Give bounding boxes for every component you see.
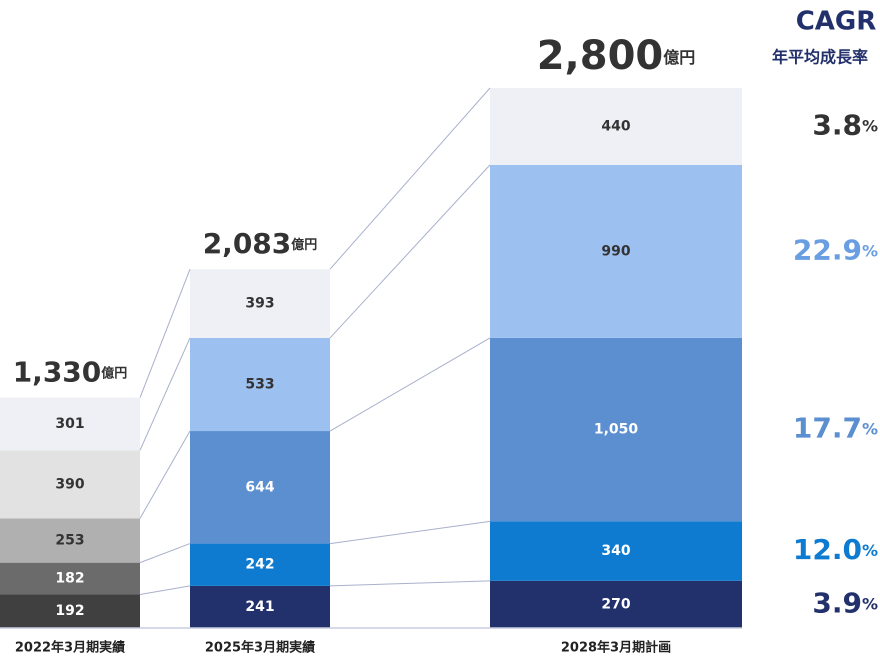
connector: [329, 580, 491, 587]
cagr-unit: %: [862, 541, 878, 560]
cagr-unit: %: [862, 241, 878, 260]
x-tick-label: 2028年3月期計画: [561, 640, 671, 656]
connector: [329, 164, 491, 339]
total-label: 1,330億円: [13, 356, 128, 389]
total-unit: 億円: [291, 237, 317, 253]
bar-segment: [0, 594, 140, 628]
segment-label: 340: [601, 543, 630, 559]
cagr-value: 3.9%: [812, 586, 878, 619]
bar-segment: [490, 88, 742, 165]
connector: [329, 87, 491, 270]
cagr-unit: %: [862, 116, 878, 135]
cagr-unit: %: [862, 594, 878, 613]
cagr-number: 3.9: [812, 586, 862, 619]
segment-label: 393: [245, 296, 274, 312]
connector: [139, 337, 191, 451]
cagr-subtitle: 年平均成長率: [772, 48, 868, 67]
cagr-unit: %: [862, 419, 878, 438]
bar-segment: [190, 543, 330, 586]
segment-label: 182: [55, 571, 84, 587]
bar-segment: [0, 562, 140, 595]
total-value: 1,330: [13, 356, 102, 389]
cagr-number: 12.0: [793, 533, 862, 566]
cagr-value: 22.9%: [793, 233, 878, 266]
segment-label: 390: [55, 476, 84, 492]
cagr-number: 17.7: [793, 412, 862, 445]
segment-label: 533: [245, 376, 274, 392]
bar-segment: [190, 431, 330, 544]
connector: [139, 430, 191, 519]
segment-label: 1,050: [594, 422, 639, 438]
cagr-value: 12.0%: [793, 533, 878, 566]
connector: [139, 585, 191, 595]
segment-label: 270: [601, 596, 630, 612]
segment-label: 440: [601, 118, 630, 134]
connector: [329, 520, 491, 545]
cagr-number: 22.9: [793, 233, 862, 266]
total-label: 2,800億円: [537, 33, 696, 79]
x-tick-label: 2022年3月期実績: [15, 640, 125, 656]
total-unit: 億円: [101, 365, 127, 381]
connector: [329, 337, 491, 432]
bar-segment: [490, 521, 742, 581]
segment-label: 242: [245, 557, 274, 573]
segment-label: 192: [55, 603, 84, 619]
cagr-value: 3.8%: [812, 108, 878, 141]
total-value: 2,083: [203, 227, 292, 260]
bar-segment: [0, 397, 140, 451]
cagr-title: CAGR: [796, 7, 877, 37]
segment-label: 241: [245, 599, 274, 615]
bar-segment: [0, 518, 140, 563]
connector: [139, 543, 191, 564]
total-label: 2,083億円: [203, 227, 318, 260]
segment-label: 644: [245, 479, 274, 495]
x-tick-label: 2025年3月期実績: [205, 640, 315, 656]
segment-label: 301: [55, 416, 84, 432]
cagr-value: 17.7%: [793, 412, 878, 445]
total-value: 2,800: [537, 33, 664, 79]
cagr-number: 3.8: [812, 108, 862, 141]
connector: [139, 269, 191, 398]
total-unit: 億円: [663, 48, 695, 67]
bar-segment: [490, 164, 742, 338]
bar-segment: [190, 337, 330, 432]
bar-segment: [190, 585, 330, 628]
bar-segment: [190, 269, 330, 338]
bar-segment: [0, 450, 140, 519]
bar-segment: [490, 337, 742, 522]
segment-label: 990: [601, 243, 630, 259]
segment-label: 253: [55, 533, 84, 549]
bar-segment: [490, 580, 742, 628]
